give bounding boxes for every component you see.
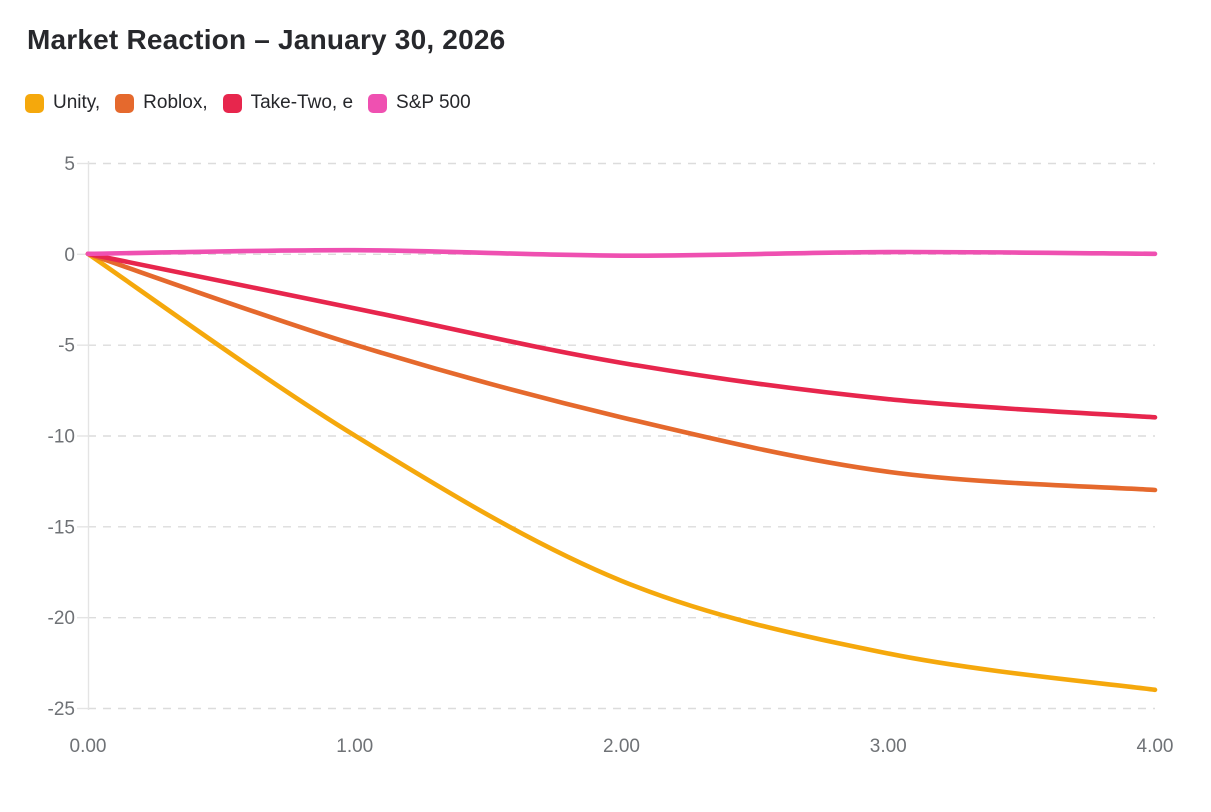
x-tick-label: 1.00 (336, 736, 373, 757)
page-title: Market Reaction – January 30, 2026 (27, 24, 506, 55)
x-tick-label: 0.00 (70, 736, 107, 757)
legend: Unity, Roblox, Take-Two, e S&P 500 (25, 92, 471, 114)
legend-item-unity[interactable]: Unity, (25, 92, 100, 114)
legend-label-sp500: S&P 500 (396, 92, 471, 113)
legend-item-taketwo[interactable]: Take-Two, e (222, 92, 354, 114)
legend-label-unity: Unity, (53, 92, 101, 113)
series-line-s-p-500 (85, 247, 1158, 258)
y-tick-label: -5 (58, 336, 75, 357)
x-tick-label: 4.00 (1137, 736, 1174, 757)
y-tick-label: -10 (48, 427, 75, 448)
y-tick-label: -20 (48, 608, 75, 629)
legend-swatch-sp500 (368, 93, 388, 113)
y-tick-label: -15 (48, 517, 75, 538)
series-line-unity (85, 251, 1158, 693)
y-tick-label: -25 (48, 699, 75, 720)
legend-swatch-unity (25, 93, 44, 113)
legend-swatch-taketwo (222, 93, 242, 113)
legend-label-roblox: Roblox, (143, 92, 208, 113)
y-tick-label: 5 (64, 154, 75, 175)
series-line-roblox (85, 251, 1158, 493)
x-tick-label: 3.00 (870, 736, 907, 757)
x-tick-label: 2.00 (603, 736, 640, 757)
legend-label-taketwo: Take-Two, e (250, 92, 354, 113)
y-tick-label: 0 (64, 245, 75, 266)
legend-swatch-roblox (115, 93, 135, 113)
legend-item-sp500[interactable]: S&P 500 (368, 92, 471, 114)
legend-item-roblox[interactable]: Roblox, (115, 92, 208, 114)
series-line-take-two-e (85, 251, 1158, 420)
